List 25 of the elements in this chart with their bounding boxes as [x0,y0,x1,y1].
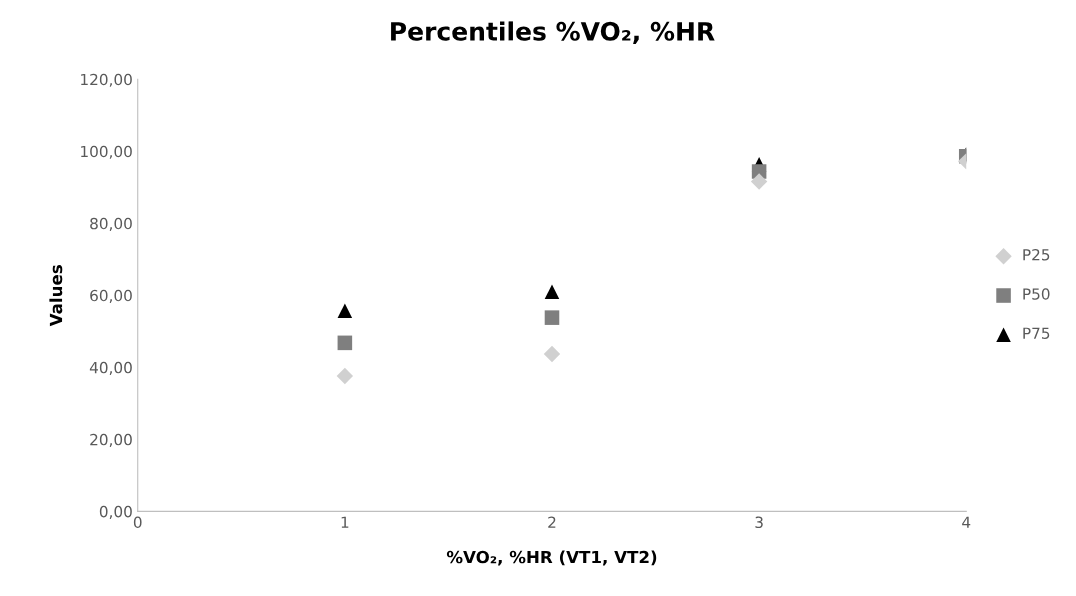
x-tick-label: 3 [755,516,763,529]
point [544,310,560,325]
chart-title: Percentiles %VO₂, %HR [391,21,715,44]
x-tick-label: 2 [548,516,556,528]
x-tick-label: 4 [962,516,971,528]
point [543,345,561,363]
y-tick-label: 60,00 [90,289,132,303]
y-tick-label: 120,00 [81,73,132,87]
y-tick-label: 100,00 [81,145,132,159]
legend-label: P25 [1023,248,1050,261]
legend-label: P75 [1023,327,1050,339]
y-tick-label: 20,00 [90,433,132,447]
y-tick-label: 0,00 [99,505,132,519]
y-tick-label: 80,00 [90,217,132,231]
x-tick-label: 1 [341,516,349,528]
y-axis-title: Values [49,265,63,327]
point [337,303,353,319]
point [750,173,768,190]
x-axis-title: %VO₂, %HR (VT1, VT2) [446,550,657,566]
point [544,284,560,299]
y-tick-label: 40,00 [89,361,132,375]
point [337,335,353,351]
point [336,367,354,385]
x-tick-label: 0 [133,516,142,529]
legend-label: P50 [1023,288,1050,300]
